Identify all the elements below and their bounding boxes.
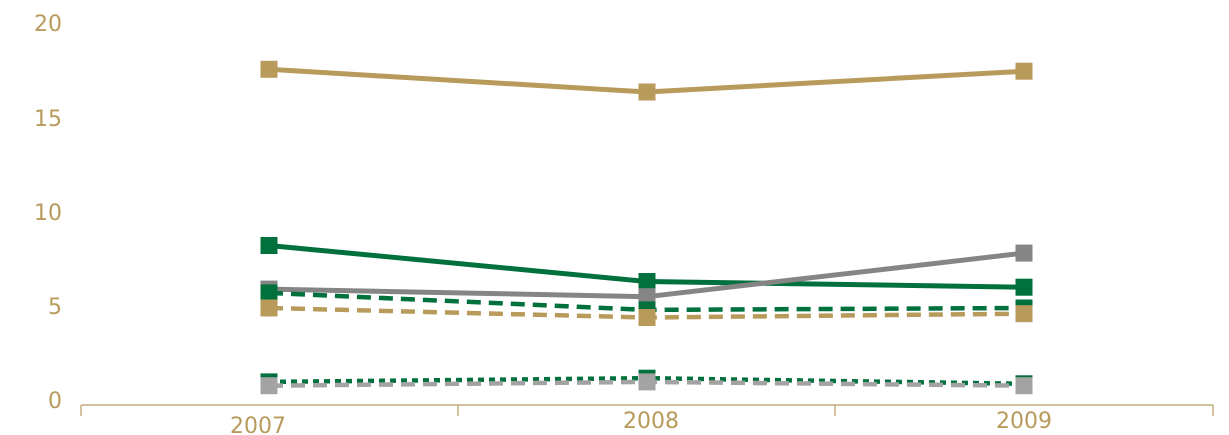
plot-series <box>260 60 1033 395</box>
x-tick-label-2009: 2009 <box>996 409 1052 434</box>
series-6 <box>260 373 1033 395</box>
y-tick-label-0: 0 <box>48 389 62 414</box>
y-tick-label-15: 15 <box>34 107 62 132</box>
series-1 <box>260 237 1033 296</box>
x-axis <box>80 404 1214 416</box>
series-4 <box>260 299 1033 326</box>
data-point-marker <box>1015 305 1033 323</box>
data-point-marker <box>638 373 656 391</box>
data-point-marker <box>260 60 278 78</box>
series-0 <box>260 60 1033 101</box>
data-point-marker <box>1015 278 1033 296</box>
data-point-marker <box>638 288 656 306</box>
data-point-marker <box>638 273 656 290</box>
data-point-marker <box>1015 377 1033 395</box>
data-point-marker <box>638 83 656 101</box>
data-point-marker <box>638 309 656 326</box>
data-point-marker <box>260 377 278 395</box>
x-tick-label-2007: 2007 <box>230 414 286 435</box>
data-point-marker <box>1015 244 1033 262</box>
y-tick-label-20: 20 <box>34 12 62 37</box>
y-tick-label-10: 10 <box>34 201 62 226</box>
data-point-marker <box>1015 62 1033 80</box>
y-axis-labels: 0 5 10 15 20 <box>34 12 62 414</box>
x-axis-labels: 2007 2008 2009 <box>230 409 1052 435</box>
data-point-marker <box>260 284 278 302</box>
y-tick-label-5: 5 <box>48 295 62 320</box>
data-point-marker <box>260 299 278 317</box>
data-point-marker <box>260 237 278 254</box>
x-tick-label-2008: 2008 <box>623 409 679 434</box>
